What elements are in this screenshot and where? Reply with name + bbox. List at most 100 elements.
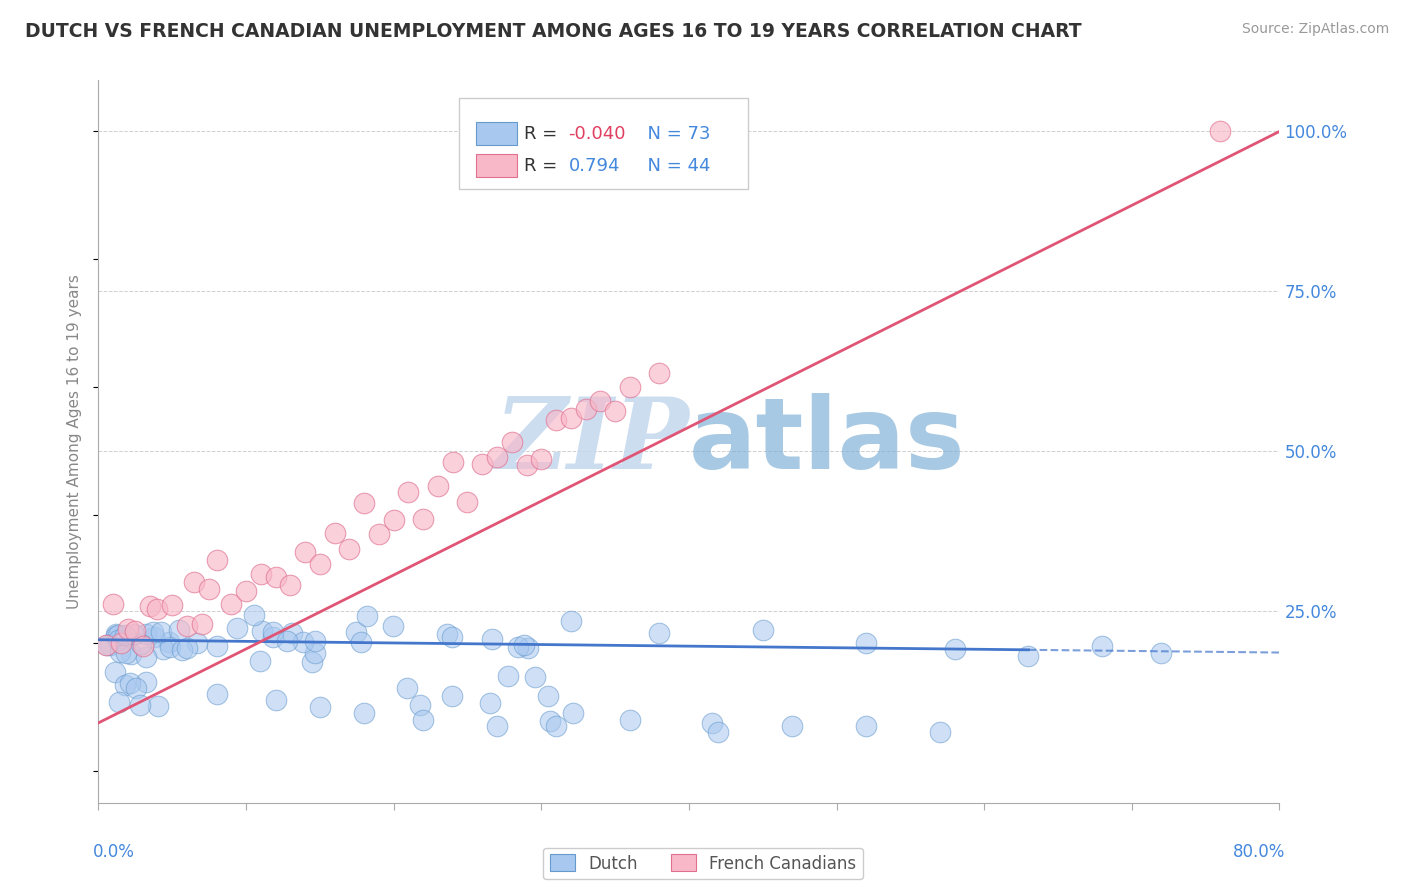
Point	[301, 655, 323, 669]
Point	[436, 626, 458, 640]
Point	[117, 622, 139, 636]
Point	[242, 607, 264, 622]
Point	[104, 665, 127, 680]
Point	[292, 634, 315, 648]
Point	[440, 690, 463, 704]
Point	[226, 621, 249, 635]
Point	[855, 636, 877, 650]
Point	[1018, 648, 1040, 663]
Point	[561, 706, 583, 721]
Text: ZIP: ZIP	[494, 393, 689, 490]
Point	[427, 479, 450, 493]
Text: R =: R =	[523, 125, 562, 143]
Point	[560, 410, 582, 425]
Point	[382, 513, 405, 527]
Point	[205, 687, 228, 701]
Point	[501, 434, 523, 449]
Point	[530, 452, 553, 467]
Point	[412, 512, 434, 526]
Point	[929, 725, 952, 739]
Point	[589, 393, 612, 408]
Point	[516, 458, 538, 472]
Point	[523, 670, 546, 684]
Point	[516, 640, 538, 655]
Point	[486, 450, 509, 464]
Point	[129, 698, 152, 713]
Point	[309, 557, 332, 571]
Point	[441, 630, 464, 644]
Point	[752, 623, 775, 637]
Point	[707, 725, 730, 739]
Point	[114, 678, 136, 692]
Point	[250, 567, 273, 582]
Point	[120, 647, 142, 661]
Point	[344, 624, 367, 639]
Point	[353, 496, 375, 510]
Point	[471, 457, 494, 471]
Legend: Dutch, French Canadians: Dutch, French Canadians	[543, 847, 863, 880]
Point	[94, 638, 117, 652]
Text: Source: ZipAtlas.com: Source: ZipAtlas.com	[1241, 22, 1389, 37]
Point	[124, 626, 146, 640]
Point	[146, 698, 169, 713]
Point	[513, 638, 536, 652]
Point	[142, 625, 165, 640]
Point	[150, 624, 173, 639]
Point	[170, 642, 193, 657]
Point	[605, 404, 627, 418]
Point	[105, 629, 128, 643]
Point	[481, 632, 503, 646]
Point	[356, 609, 378, 624]
Point	[110, 636, 132, 650]
Point	[702, 715, 724, 730]
Point	[132, 639, 155, 653]
Point	[108, 644, 131, 658]
Point	[152, 642, 174, 657]
Point	[235, 584, 257, 599]
Point	[1150, 646, 1173, 660]
Point	[280, 626, 302, 640]
Point	[546, 719, 568, 733]
Point	[546, 413, 568, 427]
Text: 0.0%: 0.0%	[93, 843, 135, 861]
Point	[486, 719, 509, 733]
Point	[276, 634, 298, 648]
Point	[304, 633, 326, 648]
Point	[381, 619, 404, 633]
Point	[536, 689, 558, 703]
FancyBboxPatch shape	[477, 154, 516, 178]
Point	[221, 598, 243, 612]
Point	[1091, 639, 1114, 653]
Point	[186, 636, 208, 650]
Point	[103, 597, 125, 611]
FancyBboxPatch shape	[458, 98, 748, 189]
Point	[124, 624, 146, 638]
Point	[107, 628, 129, 642]
Point	[280, 577, 302, 591]
Point	[162, 598, 183, 612]
Text: R =: R =	[523, 156, 568, 175]
Point	[264, 693, 287, 707]
Point	[323, 526, 346, 541]
Point	[619, 379, 641, 393]
Point	[198, 582, 221, 596]
Point	[250, 624, 273, 639]
Point	[353, 706, 375, 721]
Point	[143, 631, 166, 645]
Text: atlas: atlas	[689, 393, 966, 490]
Point	[398, 485, 420, 500]
Point	[855, 719, 877, 733]
Point	[339, 541, 361, 556]
Point	[943, 642, 966, 657]
Point	[498, 669, 520, 683]
Point	[167, 623, 190, 637]
Point	[205, 553, 228, 567]
Point	[105, 627, 128, 641]
Point	[125, 681, 148, 695]
Point	[205, 639, 228, 653]
Point	[157, 634, 180, 648]
Point	[457, 495, 479, 509]
Point	[309, 699, 332, 714]
Point	[135, 627, 157, 641]
Point	[264, 570, 287, 584]
